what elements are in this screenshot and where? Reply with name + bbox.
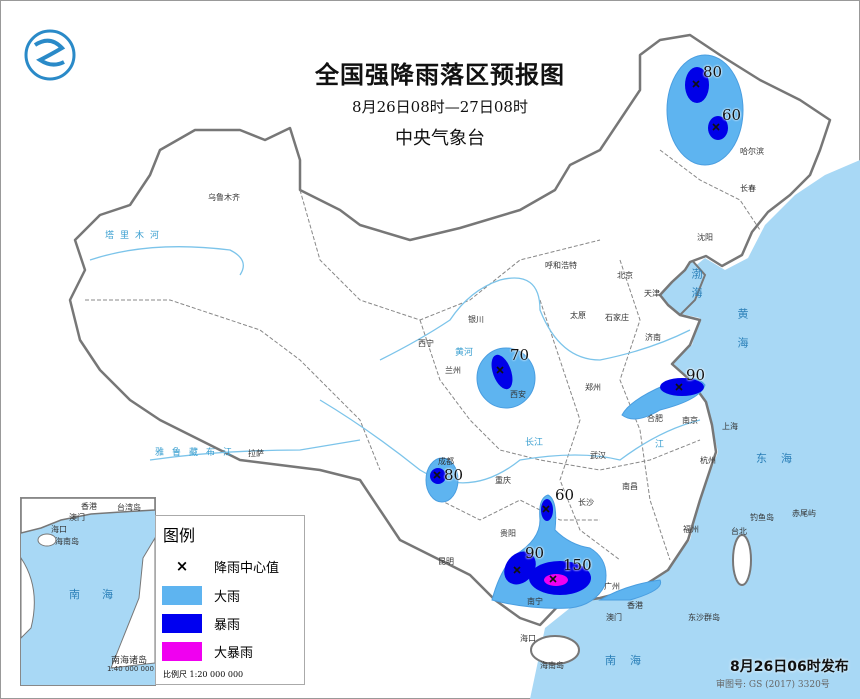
city-label: 长沙 [578,498,594,507]
city-label: 拉萨 [248,449,264,458]
legend-label: 大暴雨 [214,645,254,661]
city-label: 昆明 [438,557,454,566]
city-label: 台北 [731,527,747,536]
city-label: 杭州 [700,456,716,465]
river-label: 塔里木河 [105,231,166,241]
city-label: 石家庄 [605,313,629,322]
river-label: 江 [655,440,665,450]
issue-time: 8月26日06时发布 [730,659,849,675]
inset-label: 台湾岛 [117,503,141,512]
city-label: 长春 [740,184,756,193]
city-label: 澳门 [606,613,622,622]
city-label: 沈阳 [697,233,713,242]
sea-area [530,160,860,699]
city-label: 合肥 [647,414,663,423]
legend-item-rain-center: × 降雨中心值 [162,556,279,576]
city-label: 南京 [682,416,698,425]
rain-center-value: 80 [703,63,723,81]
island-label: 钓鱼岛 [750,513,774,522]
city-label: 银川 [468,315,484,324]
river-label: 雅鲁藏布江 [155,448,241,458]
approval-number: 审图号: GS (2017) 3320号 [716,680,830,690]
city-label: 郑州 [585,383,601,392]
rain-center-value: 60 [722,106,742,124]
legend-swatch [162,585,202,605]
rain-center-value: 80 [444,466,464,484]
legend-swatch [162,613,202,633]
legend-item-heavy-rain: 大雨 [162,585,240,605]
forecast-period: 8月26日08时—27日08时 [352,98,528,116]
sea-label: 渤海 [690,268,703,306]
inset-caption: 南海诸岛 [111,656,148,666]
map-title: 全国强降雨落区预报图 [315,60,565,89]
logo [24,29,76,81]
city-label: 成都 [438,457,454,466]
city-label: 福州 [683,525,699,534]
river-label: 黄河 [455,348,474,358]
legend-label: 降雨中心值 [214,560,280,576]
city-label: 香港 [627,601,643,610]
inset-scale: 1:40 000 000 [107,665,154,673]
city-label: 北京 [617,271,633,280]
south-china-sea-inset: 香港 澳门 台湾岛 海口 海南岛 南海 南海诸岛 1:40 000 000 [20,497,156,686]
city-label: 太原 [570,311,586,320]
city-label: 重庆 [495,476,511,485]
city-label: 天津 [644,289,660,298]
inset-label: 香港 [81,502,97,511]
inset-label: 海南岛 [55,537,79,546]
island-label: 海南岛 [540,661,564,670]
rain-center-value: 70 [510,346,530,364]
city-label: 呼和浩特 [545,261,577,270]
sea-label: 东海 [756,452,806,465]
inset-label: 澳门 [69,513,85,522]
city-label: 西宁 [418,339,434,348]
sea-label: 南海 [605,654,655,667]
inset-map [21,498,155,669]
rain-center-value: 60 [555,486,575,504]
sea-label: 黄海 [736,308,749,366]
island-label: 东沙群岛 [688,613,720,622]
city-label: 兰州 [445,366,461,375]
legend-label: 大雨 [214,589,241,605]
city-label: 南宁 [527,597,543,606]
rain-area-heavy-rainstorm [544,574,568,586]
hainan-island [530,635,580,665]
cross-icon: × [175,556,189,575]
rain-center-markers [433,80,720,583]
china-outline [68,33,832,627]
island-label: 赤尾屿 [792,509,816,518]
city-label: 乌鲁木齐 [208,193,240,202]
legend: 图例 × 降雨中心值 大雨 暴雨 大暴雨 比例尺 1:20 000 000 [155,515,305,685]
inset-sea-label: 南海 [69,588,135,601]
city-label: 武汉 [590,451,606,460]
inset-label: 海口 [51,525,67,534]
city-label: 济南 [645,333,661,342]
river-label: 长江 [525,438,544,448]
city-label: 贵阳 [500,529,516,538]
city-label: 哈尔滨 [740,147,764,156]
legend-swatch [162,641,202,661]
rain-center-value: 90 [525,544,545,562]
map-scale: 比例尺 1:20 000 000 [163,670,244,679]
issuer: 中央气象台 [395,128,485,149]
city-label: 海口 [520,634,536,643]
city-label: 西安 [510,390,526,399]
rain-center-value: 90 [686,366,706,384]
city-label: 广州 [604,582,620,591]
legend-heading: 图例 [163,526,196,545]
taiwan-island [732,534,752,586]
legend-item-rainstorm: 暴雨 [162,613,240,633]
rivers [89,246,701,484]
legend-label: 暴雨 [214,617,241,633]
city-label: 上海 [722,422,738,431]
rain-center-value: 150 [563,556,592,574]
city-label: 南昌 [622,482,638,491]
legend-item-heavy-rainstorm: 大暴雨 [162,641,253,661]
